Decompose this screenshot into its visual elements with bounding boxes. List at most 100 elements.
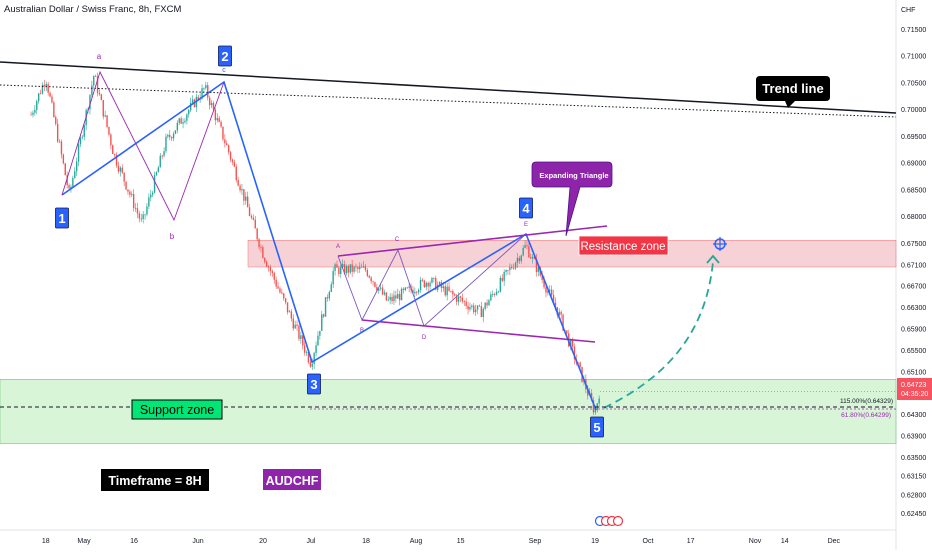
candle-body [488, 300, 490, 306]
candle-body [203, 88, 205, 89]
y-tick-label: 0.62800 [901, 492, 926, 499]
candle-body [402, 288, 405, 291]
chart-title: Australian Dollar / Swiss Franc, 8h, FXC… [4, 4, 182, 15]
candle-body [189, 102, 192, 111]
candle-body [39, 93, 42, 95]
candle-body [302, 335, 304, 346]
candle-body [509, 267, 511, 271]
expanding-triangle-label: Expanding Triangle [539, 171, 608, 180]
triangle-label-A: A [336, 244, 340, 250]
candle-body [474, 309, 477, 313]
candle-body [520, 255, 522, 262]
wave-label-5: 5 [593, 420, 600, 435]
candle-body [478, 305, 481, 307]
current-price-value: 0.64723 [901, 382, 926, 389]
candle-body [197, 96, 199, 100]
candle-body [182, 122, 184, 124]
candle-body [457, 296, 460, 302]
candle-body [324, 297, 327, 317]
y-tick-label: 0.62450 [901, 511, 926, 518]
candle-body [454, 294, 456, 296]
candle-body [254, 219, 256, 229]
candle-body [271, 271, 274, 273]
candle-body [123, 172, 125, 182]
candle-body [138, 213, 141, 219]
triangle-lower-line[interactable] [361, 319, 596, 343]
candle-body [102, 100, 104, 117]
candle-body [281, 292, 283, 294]
projection-arrowhead [706, 254, 720, 264]
candle-body [125, 181, 127, 190]
wave-label-box [307, 373, 321, 395]
x-tick-label: 14 [781, 538, 789, 545]
y-tick-label: 0.68000 [901, 214, 926, 221]
candle-body [98, 92, 101, 95]
candle-body [214, 109, 217, 121]
candle-body [518, 257, 521, 262]
trend-line-dotted [0, 84, 897, 118]
economic-event-icon[interactable] [612, 515, 624, 527]
candle-body [549, 289, 551, 292]
candle-body [497, 291, 500, 293]
candle-body [283, 293, 285, 299]
candle-body [332, 270, 334, 285]
candle-body [167, 134, 169, 137]
candle-body [226, 143, 228, 146]
symbol-label: AUDCHF [266, 474, 319, 488]
candle-body [235, 166, 237, 181]
wave-label-box [519, 197, 533, 219]
candle-body [476, 305, 479, 310]
candle-body [131, 193, 133, 195]
candle-body [467, 305, 469, 310]
candle-body [395, 295, 397, 299]
candle-body [503, 271, 505, 281]
y-tick-label: 0.70000 [901, 107, 926, 114]
candle-body [191, 99, 194, 103]
candle-body [341, 264, 344, 267]
candle-body [587, 389, 589, 396]
candle-body [81, 136, 84, 138]
candle-body [531, 256, 534, 259]
candle-body [416, 291, 418, 293]
candle-body [374, 282, 376, 287]
candle-body [275, 279, 277, 287]
candle-body [307, 352, 310, 363]
candle-body [592, 400, 595, 413]
candle-body [161, 155, 163, 157]
candle-body [554, 302, 557, 307]
trend-line[interactable] [0, 61, 897, 114]
candle-body [429, 282, 431, 287]
x-tick-label: 18 [362, 538, 370, 545]
candle-body [366, 270, 369, 276]
candle-body [176, 122, 179, 131]
candle-body [425, 282, 427, 288]
candle-body [303, 345, 306, 353]
candle-body [362, 266, 365, 268]
candle-body [391, 296, 393, 302]
support-zone-tag [131, 399, 223, 420]
candle-body [421, 279, 424, 281]
candle-body [250, 215, 253, 218]
x-tick-label: Jun [192, 538, 203, 545]
candle-body [241, 189, 243, 191]
candle-body [537, 267, 540, 272]
candle-body [461, 297, 464, 302]
candle-body [220, 121, 222, 127]
candle-body [309, 362, 312, 367]
candle-body [562, 314, 564, 331]
abc-label-c: c [222, 67, 226, 74]
candle-body [273, 272, 275, 280]
candle-body [473, 305, 475, 313]
candle-body [74, 171, 76, 179]
candle-body [444, 286, 446, 296]
candle-body [56, 123, 59, 142]
candle-body [326, 297, 329, 299]
fib-115-label: 115.00%(0.64329) [840, 398, 893, 405]
candle-body [104, 115, 106, 117]
support-zone-label: Support zone [140, 403, 214, 417]
triangle-upper-line[interactable] [337, 225, 608, 257]
candle-body [288, 311, 291, 313]
candle-body [442, 286, 445, 289]
candle-body [112, 145, 114, 154]
